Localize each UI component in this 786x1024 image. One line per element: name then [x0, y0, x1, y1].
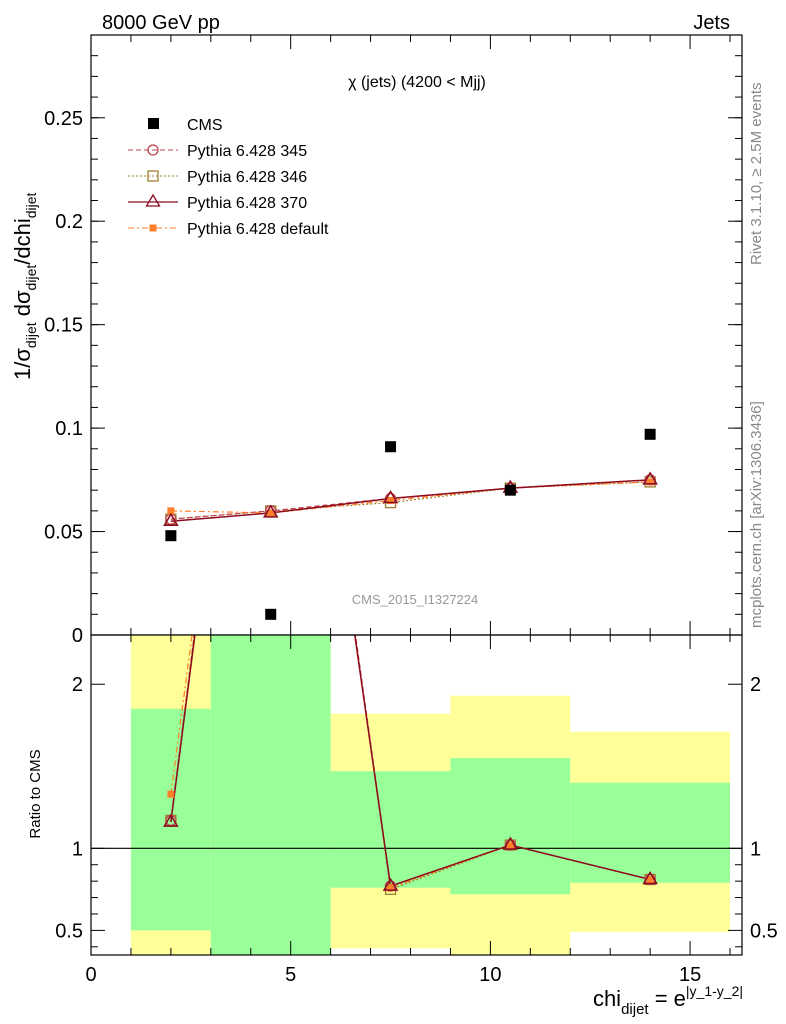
ratio-point-pdef-0 [167, 790, 175, 798]
rivet-label: Rivet 3.1.10, ≥ 2.5M events [748, 83, 765, 266]
band-inner-4 [570, 782, 731, 883]
bottom-ytick-label-right-2: 2 [750, 674, 761, 696]
legend-label-p346: Pythia 6.428 346 [187, 169, 307, 186]
ratio-point-pdef-2 [387, 884, 395, 892]
header-left: 8000 GeV pp [102, 12, 220, 34]
xtick-label-1: 5 [285, 964, 296, 986]
legend-marker-p345 [147, 144, 159, 156]
point-p370-1 [262, 504, 279, 518]
ratio-point-p370-0 [163, 813, 179, 827]
ratio-point-p370-2 [382, 877, 399, 891]
header-right: Jets [693, 12, 730, 34]
x-axis-label: chidijet = e|y_1-y_2| [593, 983, 743, 1018]
ratio-panel: 0 5 10 15 0.5 0.5 1 1 2 2 Ratio to CMS chidijet =… [27, 634, 778, 1018]
mcplots-label: mcplots.cern.ch [arXiv:1306.3436] [748, 401, 765, 628]
band-inner-1 [210, 635, 331, 955]
series-line-p345 [170, 479, 651, 520]
top-ytick-label-2: 0.1 [55, 418, 83, 440]
ratio-point-p370-3 [502, 836, 519, 850]
legend-marker-pdef [149, 224, 157, 232]
point-p370-2 [382, 489, 399, 504]
legend-label-cms: CMS [187, 117, 223, 134]
band-inner-3 [450, 758, 571, 895]
top-ytick-label-5: 0.25 [44, 108, 83, 130]
bottom-ytick-label-right-0: 0.5 [750, 920, 778, 942]
ratio-point-p370-4 [642, 871, 658, 885]
top-ytick-label-0: 0 [72, 625, 83, 647]
xtick-label-0: 0 [85, 964, 96, 986]
point-cms-3 [504, 484, 516, 496]
point-pdef-4 [646, 478, 654, 486]
bottom-ytick-label-left-0: 0.5 [55, 920, 83, 942]
point-p370-0 [163, 512, 179, 526]
watermark: CMS_2015_I1327224 [352, 592, 479, 607]
bottom-ytick-label-right-1: 1 [750, 838, 761, 860]
main-plot-panel: χ (jets) (4200 < Mjj) CMS_2015_I1327224 … [10, 34, 743, 647]
xtick-label-2: 10 [479, 964, 501, 986]
top-ytick-label-3: 0.15 [44, 315, 83, 337]
legend-marker-p370 [145, 193, 161, 207]
plot-title: χ (jets) (4200 < Mjj) [348, 74, 486, 91]
legend-label-p370: Pythia 6.428 370 [187, 195, 307, 212]
point-pdef-0 [167, 507, 175, 515]
top-ytick-label-1: 0.05 [44, 522, 83, 544]
legend-label-pdef: Pythia 6.428 default [187, 221, 329, 238]
bottom-ytick-label-left-1: 1 [72, 838, 83, 860]
bottom-frame [90, 634, 743, 956]
point-cms-1 [265, 608, 277, 620]
band-inner-2 [330, 771, 451, 888]
point-pdef-1 [267, 509, 275, 517]
bottom-y-axis-label: Ratio to CMS [27, 749, 44, 838]
ratio-point-pdef-4 [646, 876, 654, 884]
point-cms-0 [165, 530, 177, 542]
point-p370-4 [642, 471, 658, 485]
xtick-label-3: 15 [679, 964, 701, 986]
ratio-point-pdef-3 [506, 841, 514, 849]
point-cms-4 [644, 428, 656, 440]
legend: CMS Pythia 6.428 345 Pythia 6.428 346 Py… [128, 117, 329, 238]
legend-marker-cms [148, 118, 159, 129]
bottom-ytick-label-left-2: 2 [72, 674, 83, 696]
point-cms-2 [385, 441, 397, 453]
point-pdef-2 [387, 497, 395, 505]
top-y-axis-label: 1/σdijet dσdijet/dchidijet [10, 192, 39, 380]
legend-label-p345: Pythia 6.428 345 [187, 143, 307, 160]
top-ytick-label-4: 0.2 [55, 211, 83, 233]
legend-marker-p346 [147, 170, 159, 182]
